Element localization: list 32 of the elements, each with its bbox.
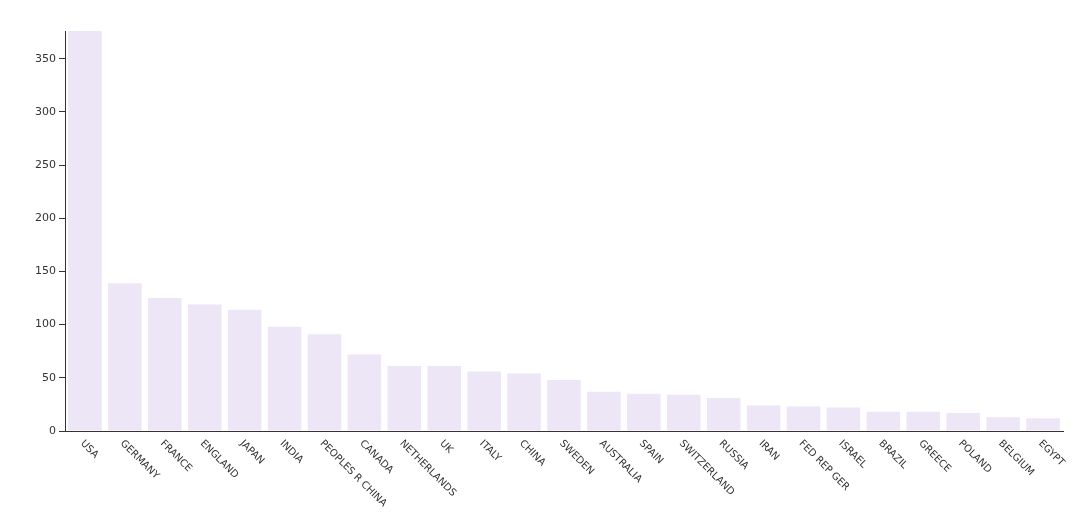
bar [187, 304, 222, 431]
bar [587, 391, 621, 431]
bar [786, 406, 821, 431]
bar [946, 412, 980, 431]
bar [627, 393, 661, 431]
y-tick-label: 0 [49, 423, 56, 437]
bar [347, 354, 382, 431]
bar [706, 398, 741, 431]
bar [826, 407, 861, 431]
bar [986, 417, 1020, 431]
y-tick-label: 150 [35, 264, 56, 278]
y-tick-label: 300 [35, 104, 56, 118]
bar [507, 373, 541, 431]
y-tick-label: 50 [42, 370, 56, 384]
bar [227, 309, 262, 431]
bar [666, 394, 701, 431]
y-tick-label: 200 [35, 211, 56, 225]
bar [108, 283, 142, 431]
bar [148, 298, 182, 431]
bar [746, 405, 781, 431]
y-tick-label: 350 [35, 51, 56, 65]
bar [547, 379, 581, 431]
bar [387, 366, 422, 431]
bar [866, 411, 901, 431]
y-tick-label: 100 [35, 317, 56, 331]
bar [267, 326, 302, 431]
y-tick-label: 250 [35, 157, 56, 171]
bar [467, 371, 501, 431]
bar [427, 366, 462, 431]
bar [906, 411, 941, 431]
bar [307, 334, 342, 431]
bar [1026, 418, 1060, 431]
